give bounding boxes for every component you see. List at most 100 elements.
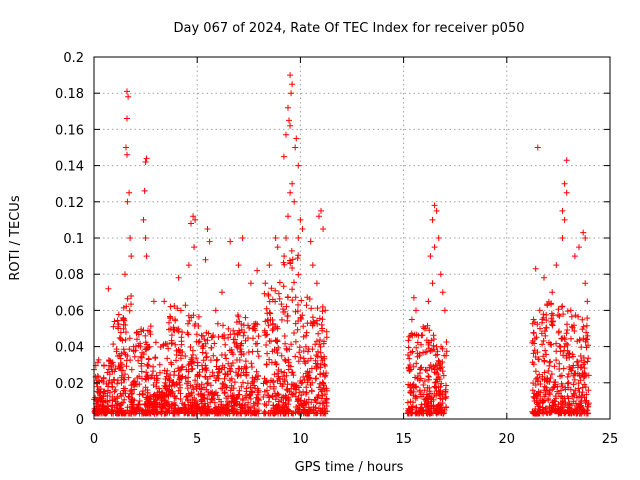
data-point xyxy=(295,358,302,365)
data-point xyxy=(147,331,154,338)
data-point xyxy=(322,372,329,379)
data-point xyxy=(549,289,556,296)
data-point xyxy=(420,410,427,417)
data-point xyxy=(175,274,182,281)
data-point xyxy=(574,359,581,365)
data-point xyxy=(155,409,162,416)
data-point xyxy=(153,379,160,386)
data-point xyxy=(253,394,260,401)
data-point xyxy=(312,397,319,404)
data-point xyxy=(317,343,324,350)
data-point xyxy=(561,216,568,223)
data-point xyxy=(309,379,316,386)
data-point xyxy=(425,373,432,380)
data-point xyxy=(203,329,210,336)
data-point xyxy=(421,325,428,332)
data-point xyxy=(322,307,329,314)
data-point xyxy=(129,390,136,397)
data-point xyxy=(405,352,411,358)
data-point xyxy=(227,377,233,384)
data-point xyxy=(263,361,270,368)
data-point xyxy=(292,393,299,400)
data-point xyxy=(410,294,417,301)
data-point xyxy=(264,350,271,357)
data-point xyxy=(215,375,222,382)
data-point xyxy=(111,318,118,325)
data-point xyxy=(291,279,297,286)
data-point xyxy=(154,375,161,382)
data-point xyxy=(204,410,211,417)
axis-ticks: 0 0.02 0.04 0.06 0.08 0.1 0.12 0.14 0.16 0.18 0.2 0… xyxy=(55,51,618,447)
data-point xyxy=(540,337,547,344)
data-point xyxy=(278,352,285,359)
data-point xyxy=(239,235,246,241)
data-point xyxy=(584,332,591,339)
data-point xyxy=(309,314,316,321)
data-point xyxy=(315,394,321,401)
data-point xyxy=(317,371,323,377)
data-point xyxy=(288,385,295,392)
data-point xyxy=(138,354,145,361)
data-point xyxy=(280,408,287,415)
data-point xyxy=(242,314,249,321)
data-point xyxy=(294,326,301,333)
data-point xyxy=(152,354,159,361)
x-tick-label: 25 xyxy=(602,432,619,447)
data-point xyxy=(124,115,130,122)
data-point xyxy=(319,357,326,364)
data-point xyxy=(166,319,172,326)
x-tick-label: 10 xyxy=(292,432,309,447)
data-point xyxy=(537,396,544,402)
data-point xyxy=(293,384,300,391)
data-point xyxy=(224,398,231,405)
data-point xyxy=(421,378,428,384)
data-point xyxy=(260,410,267,417)
data-point xyxy=(313,338,320,345)
data-point xyxy=(136,398,143,404)
data-point xyxy=(218,385,225,392)
data-point xyxy=(123,303,130,310)
data-point xyxy=(116,352,123,359)
data-point xyxy=(291,330,297,336)
data-point xyxy=(288,369,295,376)
data-point xyxy=(199,398,206,405)
data-point xyxy=(543,317,550,324)
data-point xyxy=(129,398,136,405)
data-point xyxy=(156,361,163,368)
data-point xyxy=(288,410,295,416)
data-point xyxy=(292,144,299,151)
data-point xyxy=(189,351,196,358)
data-point xyxy=(255,353,262,360)
data-point xyxy=(126,189,133,196)
data-point xyxy=(267,383,274,390)
data-point xyxy=(529,339,536,346)
data-point xyxy=(268,338,274,345)
data-point xyxy=(105,380,112,387)
data-point xyxy=(117,360,124,366)
data-point xyxy=(178,334,185,341)
data-point xyxy=(581,370,588,376)
data-point xyxy=(541,274,547,281)
data-point xyxy=(154,403,161,410)
x-tick-label: 5 xyxy=(193,432,201,447)
data-point xyxy=(231,331,238,337)
data-point xyxy=(250,409,257,416)
data-point xyxy=(188,391,195,397)
data-point xyxy=(144,361,151,368)
data-point xyxy=(287,122,294,129)
data-point xyxy=(190,213,197,220)
data-point xyxy=(185,362,192,369)
data-point xyxy=(227,238,234,245)
data-point xyxy=(284,313,291,320)
data-point xyxy=(187,344,194,350)
data-point xyxy=(164,355,171,362)
data-point xyxy=(556,343,563,350)
data-point xyxy=(293,404,300,410)
data-point xyxy=(160,403,167,409)
data-point xyxy=(127,357,134,364)
data-point xyxy=(164,341,171,348)
data-point xyxy=(565,410,572,417)
data-point xyxy=(172,317,179,324)
data-point xyxy=(123,363,130,370)
data-point xyxy=(231,379,238,386)
